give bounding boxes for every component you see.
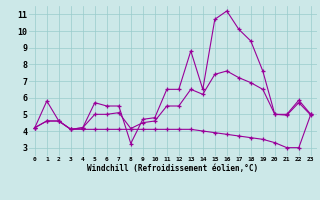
- X-axis label: Windchill (Refroidissement éolien,°C): Windchill (Refroidissement éolien,°C): [87, 164, 258, 173]
